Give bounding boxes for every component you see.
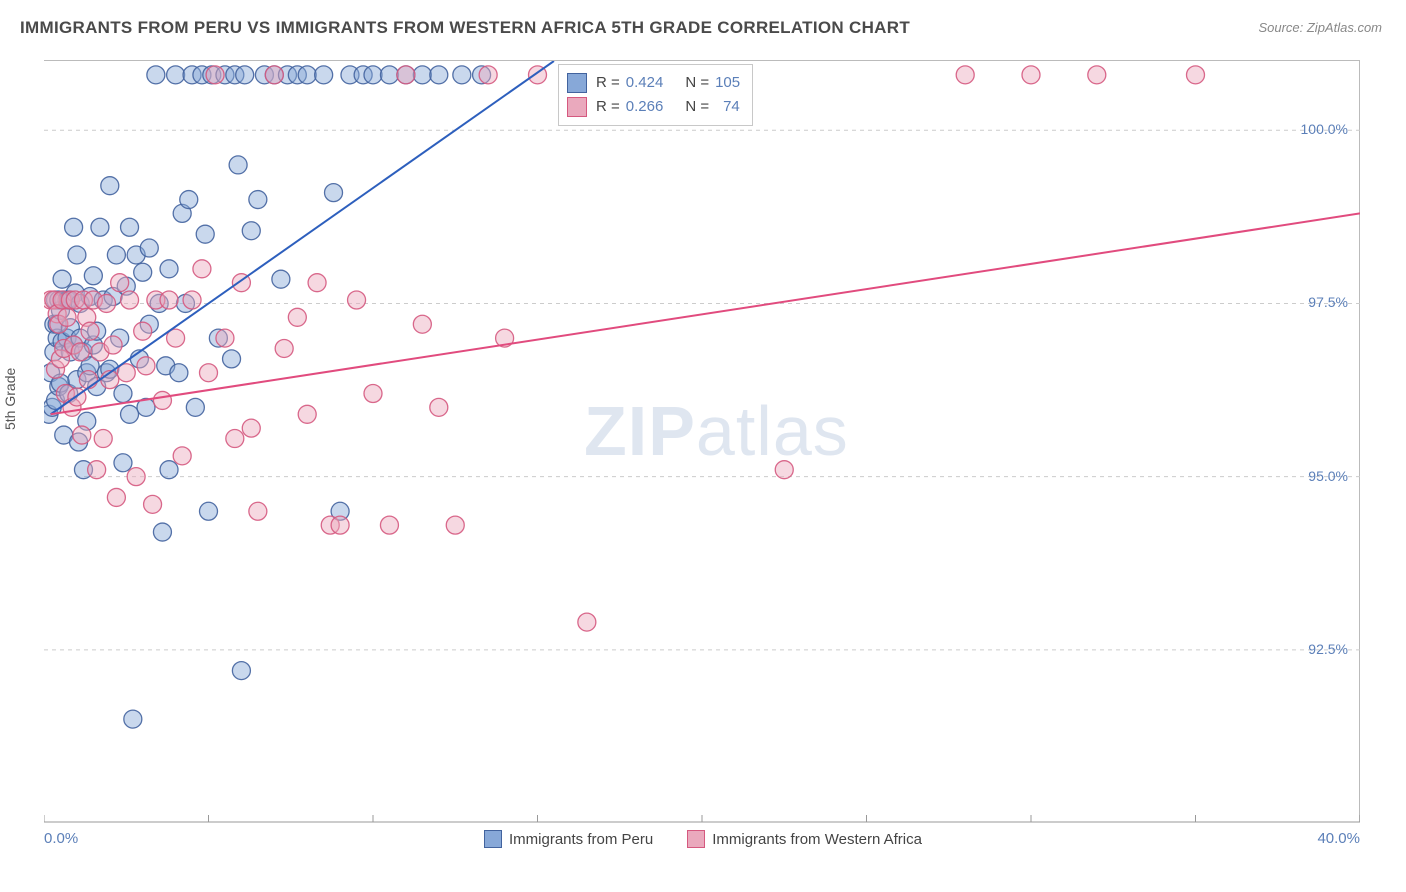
stats-n-peru: 105 <box>715 71 740 95</box>
legend-swatch-peru <box>484 830 502 848</box>
stats-r-label: R = <box>596 95 620 119</box>
stats-r-wafrica: 0.266 <box>626 95 664 119</box>
stats-n-label: N = <box>685 95 709 119</box>
chart-title: IMMIGRANTS FROM PERU VS IMMIGRANTS FROM … <box>20 18 910 38</box>
stats-swatch-peru <box>567 73 587 93</box>
stats-r-label: R = <box>596 71 620 95</box>
stats-swatch-wafrica <box>567 97 587 117</box>
y-axis-label: 5th Grade <box>2 368 18 430</box>
y-tick-label: 95.0% <box>1308 468 1348 484</box>
legend-item-peru: Immigrants from Peru <box>484 830 653 848</box>
stats-n-wafrica: 74 <box>715 95 740 119</box>
stats-n-label: N = <box>685 71 709 95</box>
y-tick-label: 97.5% <box>1308 294 1348 310</box>
y-tick-label: 92.5% <box>1308 641 1348 657</box>
legend-item-wafrica: Immigrants from Western Africa <box>687 830 922 848</box>
legend-label-peru: Immigrants from Peru <box>509 831 653 848</box>
stats-row-wafrica: R = 0.266 N = 74 <box>567 95 740 119</box>
stats-box: R = 0.424 N = 105 R = 0.266 N = 74 <box>558 64 753 126</box>
y-tick-label: 100.0% <box>1301 121 1348 137</box>
scatter-svg <box>44 61 1360 823</box>
source-label: Source: ZipAtlas.com <box>1258 20 1382 35</box>
stats-row-peru: R = 0.424 N = 105 <box>567 71 740 95</box>
bottom-legend: Immigrants from Peru Immigrants from Wes… <box>0 830 1406 848</box>
stats-r-peru: 0.424 <box>626 71 664 95</box>
legend-swatch-wafrica <box>687 830 705 848</box>
legend-label-wafrica: Immigrants from Western Africa <box>712 831 922 848</box>
plot-area: ZIPatlas <box>44 60 1360 822</box>
